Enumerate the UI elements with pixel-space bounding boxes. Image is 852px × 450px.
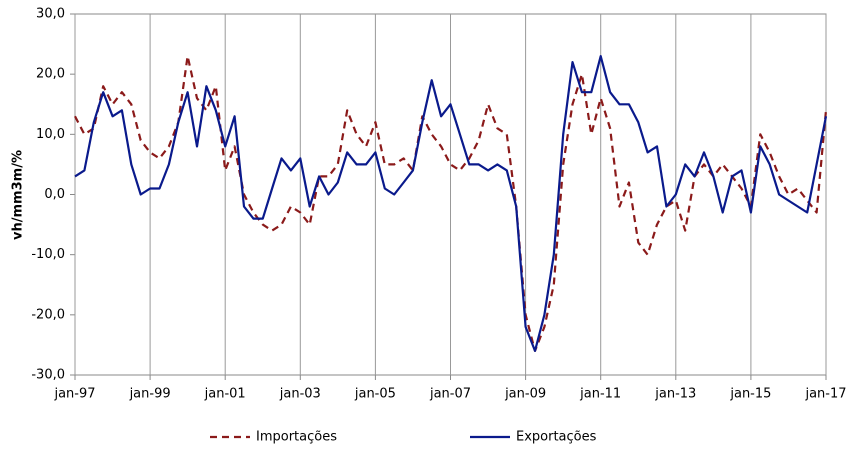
x-tick-label: jan-09 <box>504 387 546 402</box>
x-tick-label: jan-05 <box>354 387 396 402</box>
x-tick-label: jan-15 <box>729 387 771 402</box>
x-tick-label: jan-13 <box>654 387 696 402</box>
legend-label: Exportações <box>516 430 597 445</box>
y-tick-label: 20,0 <box>36 67 65 82</box>
y-tick-label: 10,0 <box>36 127 65 142</box>
y-axis-label: vh/mm3m/% <box>11 150 26 240</box>
y-tick-label: -30,0 <box>31 368 65 383</box>
series-line <box>74 55 828 352</box>
x-tick-label: jan-11 <box>579 387 621 402</box>
x-tick-label: jan-03 <box>279 387 321 402</box>
y-tick-label: -20,0 <box>31 307 65 322</box>
x-tick-label: jan-97 <box>53 387 95 402</box>
x-tick-label: jan-99 <box>129 387 171 402</box>
y-tick-label: -10,0 <box>31 247 65 262</box>
legend-label: Importações <box>256 430 337 445</box>
x-tick-label: jan-01 <box>204 387 246 402</box>
x-tick-label: jan-17 <box>804 387 846 402</box>
y-tick-label: 30,0 <box>36 7 65 22</box>
y-tick-label: 0,0 <box>44 187 65 202</box>
x-tick-label: jan-07 <box>429 387 471 402</box>
